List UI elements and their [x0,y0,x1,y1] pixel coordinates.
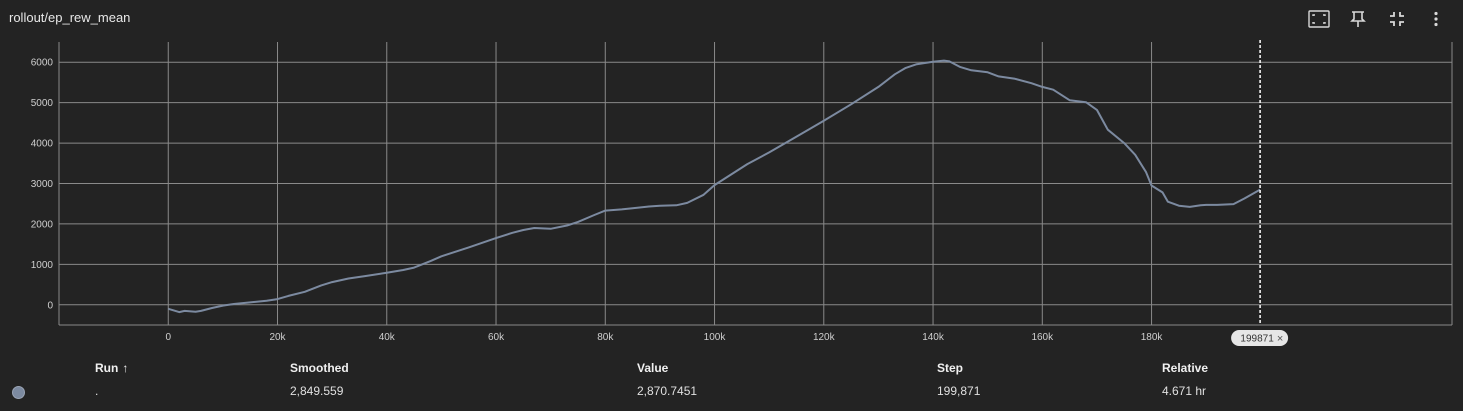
cell-step: 199,871 [937,384,981,398]
fit-domain-icon [1307,10,1330,28]
y-tick-label: 1000 [31,260,54,271]
pin-icon [1349,10,1366,28]
series-layer [168,59,1261,314]
more-options-button[interactable] [1416,6,1455,32]
close-icon: × [1277,333,1283,345]
y-tick-label: 4000 [31,139,54,150]
header-smoothed[interactable]: Smoothed [290,361,349,375]
header-value[interactable]: Value [637,361,669,375]
y-tick-label: 6000 [31,58,54,69]
x-tick-label: 60k [488,332,505,343]
cell-value: 2,870.7451 [637,384,698,398]
y-tick-label: 2000 [31,219,54,230]
collapse-icon [1389,11,1405,27]
x-tick-label: 20k [269,332,286,343]
card-toolbar [1299,6,1455,32]
step-cursor-chip-bg [1231,330,1289,346]
x-tick-label: 80k [597,332,614,343]
x-tick-label: 160k [1031,332,1054,343]
pin-button[interactable] [1338,6,1377,32]
step-cursor-label: 199871 [1240,334,1274,345]
x-tick-label: 140k [922,332,945,343]
x-tick-label: 100k [704,332,727,343]
x-tick-label: 180k [1141,332,1164,343]
y-tick-label: 0 [47,300,53,311]
y-tick-label: 3000 [31,179,54,190]
axis-layer: 0 20k 40k 60k 80k 100k 120k 140k 160k 180k 0 1000 20… [31,58,1164,343]
table-row: . 2,849.559 2,870.7451 199,871 4.671 hr [0,381,1463,403]
grid-layer [58,42,1453,326]
y-tick-label: 5000 [31,98,54,109]
run-color-dot[interactable] [12,386,25,399]
x-tick-label: 120k [813,332,836,343]
more-vert-icon [1433,11,1439,27]
x-tick-label: 40k [379,332,396,343]
series-line [168,59,1261,314]
sort-arrow-icon: ↑ [122,361,129,375]
cell-relative: 4.671 hr [1162,384,1207,398]
table-header-row: Run ↑ Smoothed Value Step Relative [0,358,1463,380]
header-run[interactable]: Run ↑ [95,361,129,375]
header-step[interactable]: Step [937,361,964,375]
line-chart[interactable]: 0 20k 40k 60k 80k 100k 120k 140k 160k 180k 0 1000 20… [0,30,1463,355]
fit-domain-button[interactable] [1299,6,1338,32]
chart-title: rollout/ep_rew_mean [9,10,131,25]
cell-smoothed: 2,849.559 [290,384,344,398]
collapse-button[interactable] [1377,6,1416,32]
cursor-layer: 199871 × [1231,40,1289,346]
step-cursor-chip: 199871 × [1231,330,1289,346]
header-relative[interactable]: Relative [1162,361,1209,375]
cell-run: . [95,384,99,398]
x-tick-label: 0 [165,332,171,343]
